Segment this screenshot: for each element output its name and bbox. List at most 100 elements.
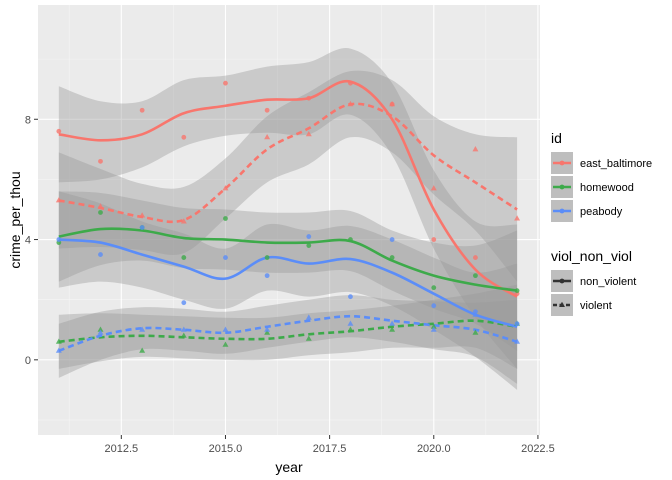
point-peabody-violent <box>514 338 521 344</box>
legend-label: east_baltimore <box>580 158 652 170</box>
legend-color-title: id <box>551 130 562 146</box>
y-axis-label: crime_per_thou <box>7 171 23 268</box>
point-peabody-non_violent <box>181 300 187 306</box>
legend-key-point <box>559 208 565 214</box>
point-homewood-non_violent <box>514 288 520 294</box>
point-homewood-non_violent <box>348 237 353 242</box>
band-peabody-violent <box>58 295 518 384</box>
point-east_baltimore-non_violent <box>98 158 103 164</box>
x-axis-label: year <box>275 459 303 475</box>
point-east_baltimore-non_violent <box>306 95 312 101</box>
line-east_baltimore-violent <box>58 102 518 224</box>
y-tick-label: 4 <box>25 235 31 247</box>
point-homewood-violent <box>222 341 229 347</box>
point-peabody-non_violent <box>348 294 353 300</box>
point-peabody-violent <box>472 311 479 317</box>
point-east_baltimore-violent <box>430 185 437 191</box>
smooth-lines <box>58 79 518 353</box>
point-peabody-non_violent <box>98 252 103 257</box>
point-east_baltimore-violent <box>347 100 354 107</box>
point-homewood-non_violent <box>473 273 478 279</box>
point-peabody-non_violent <box>431 303 437 309</box>
line-peabody-violent <box>58 314 518 353</box>
legend-key-point <box>559 278 565 284</box>
x-tick-label: 2012.5 <box>104 443 138 455</box>
point-peabody-non_violent <box>139 225 145 230</box>
point-homewood-violent <box>389 326 396 332</box>
band-homewood-non_violent <box>58 191 518 351</box>
point-east_baltimore-violent <box>264 134 271 140</box>
point-east_baltimore-non_violent <box>223 80 228 86</box>
point-homewood-non_violent <box>223 216 228 221</box>
point-homewood-violent <box>180 332 187 338</box>
point-east_baltimore-non_violent <box>264 107 270 113</box>
point-peabody-violent <box>97 329 104 335</box>
x-tick-label: 2020.0 <box>417 443 451 455</box>
point-homewood-violent <box>430 323 437 329</box>
line-homewood-non_violent <box>58 227 518 292</box>
point-east_baltimore-non_violent <box>348 80 353 86</box>
point-east_baltimore-non_violent <box>181 134 187 140</box>
point-homewood-non_violent <box>98 210 103 215</box>
x-tick-label: 2015.0 <box>209 443 243 455</box>
point-east_baltimore-violent <box>222 185 229 191</box>
legend-label: homewood <box>580 182 634 194</box>
point-peabody-non_violent <box>223 255 228 260</box>
point-peabody-violent <box>264 326 271 332</box>
point-peabody-violent <box>222 326 229 332</box>
point-homewood-violent <box>97 326 104 332</box>
point-east_baltimore-violent <box>514 215 521 221</box>
band-homewood-violent <box>58 284 518 369</box>
point-peabody-violent <box>305 314 312 320</box>
point-east_baltimore-non_violent <box>473 255 478 260</box>
band-east_baltimore-non_violent <box>58 48 518 369</box>
x-tick-label: 2017.5 <box>313 443 347 455</box>
point-homewood-non_violent <box>431 285 437 291</box>
point-peabody-violent <box>389 320 396 326</box>
point-east_baltimore-violent <box>139 212 146 218</box>
point-homewood-violent <box>305 335 312 341</box>
point-east_baltimore-violent <box>389 100 396 107</box>
point-east_baltimore-violent <box>55 197 62 203</box>
point-east_baltimore-violent <box>180 218 187 224</box>
data-points <box>55 80 521 353</box>
line-east_baltimore-non_violent <box>58 79 518 298</box>
confidence-bands <box>58 48 518 390</box>
legend-linetype-title: viol_non_viol <box>551 248 632 264</box>
legend-label: non_violent <box>580 276 636 288</box>
point-peabody-non_violent <box>56 237 62 242</box>
point-peabody-violent <box>55 347 62 353</box>
point-homewood-non_violent <box>306 243 312 248</box>
axes: 2012.5 2015.0 2017.5 2020.0 2022.5 0 4 8 <box>25 114 555 455</box>
line-homewood-violent <box>58 319 518 344</box>
legend-key-point <box>559 184 565 190</box>
point-peabody-violent <box>139 326 146 332</box>
x-tick-label: 2022.5 <box>521 443 555 455</box>
legend-color-entries: east_baltimore homewood peabody <box>551 152 652 222</box>
y-tick-label: 8 <box>25 114 31 126</box>
point-east_baltimore-violent <box>97 203 104 209</box>
point-east_baltimore-non_violent <box>139 107 145 113</box>
point-homewood-non_violent <box>389 255 395 260</box>
point-homewood-violent <box>55 338 62 344</box>
y-tick-label: 0 <box>25 355 31 367</box>
line-peabody-non_violent <box>58 238 518 328</box>
point-peabody-non_violent <box>514 321 520 327</box>
point-homewood-violent <box>472 329 479 335</box>
point-peabody-non_violent <box>306 234 312 239</box>
point-peabody-violent <box>347 320 354 326</box>
point-peabody-non_violent <box>264 273 270 279</box>
point-east_baltimore-non_violent <box>431 237 437 242</box>
legend-label: peabody <box>580 206 623 218</box>
point-homewood-non_violent <box>181 255 187 260</box>
point-homewood-non_violent <box>264 255 270 260</box>
legend-key-point <box>559 301 565 307</box>
point-homewood-violent <box>139 347 146 353</box>
point-peabody-non_violent <box>389 237 395 242</box>
point-east_baltimore-violent <box>305 131 312 137</box>
legend: id east_baltimore homewood peabody viol_no… <box>551 130 652 316</box>
legend-label: violent <box>580 300 612 312</box>
point-peabody-violent <box>430 326 437 332</box>
